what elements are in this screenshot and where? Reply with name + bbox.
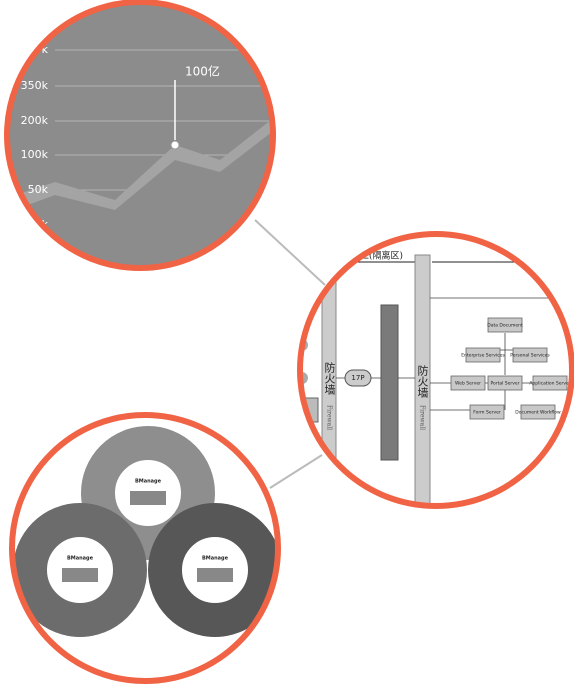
panel-bg — [301, 235, 571, 505]
server-label: Data Document — [487, 323, 523, 329]
ring — [13, 503, 147, 637]
server-node — [487, 317, 523, 333]
server-node — [512, 347, 548, 363]
center-label: 17P — [351, 374, 364, 382]
connector — [254, 219, 326, 286]
server-node — [450, 375, 486, 391]
frame — [297, 231, 574, 509]
people-icon — [130, 491, 166, 505]
firewall-bar — [414, 254, 431, 505]
nodes: Data Document Enterprise Services Personal… — [450, 317, 571, 420]
server-node — [465, 347, 501, 363]
people-icon — [62, 568, 98, 582]
frame — [9, 412, 281, 684]
server-label: Personal Services — [510, 353, 550, 359]
y-tick-label: 100k — [21, 148, 49, 161]
rings: BManage BManage BManage — [13, 426, 277, 637]
server-node — [532, 375, 568, 391]
y-tick-label: 50k — [28, 183, 49, 196]
server-label: Enterprise Services — [461, 353, 505, 359]
ring — [81, 426, 215, 560]
annotation: 100亿 — [185, 64, 220, 79]
people-icon — [197, 568, 233, 582]
server-label: Web Server — [455, 381, 481, 387]
frame — [4, 0, 276, 271]
connector — [269, 454, 323, 489]
y-tick-label: k — [42, 43, 49, 56]
firewall-sub: Firewall — [419, 405, 426, 430]
server-label: Portal Server — [490, 381, 519, 387]
y-tick-label: 350k — [21, 79, 49, 92]
firewall-label: 防火墙 — [323, 361, 336, 396]
ring-label: BManage — [202, 556, 229, 562]
diagram-panel: MZ(隔离区) 防火墙 Firewall 防火墙 Firewall 17P Da… — [301, 235, 571, 505]
server-node — [469, 404, 505, 420]
server-node — [487, 375, 523, 391]
isolation-bar — [380, 304, 399, 461]
server-label: Form Server — [473, 410, 501, 416]
point — [170, 140, 180, 150]
ring-label: BManage — [67, 556, 94, 562]
firewall-sub: Firewall — [326, 405, 333, 430]
server-node — [520, 404, 556, 420]
server-label: Document Workflow — [515, 410, 561, 416]
firewall-label: 防火墙 — [416, 364, 429, 399]
ring — [148, 503, 277, 637]
ring-label: BManage — [135, 479, 162, 485]
y-tick-label: 200k — [21, 114, 49, 127]
server-label: Application Server — [529, 381, 570, 387]
rings-panel: BManage BManage BManage — [13, 416, 277, 680]
